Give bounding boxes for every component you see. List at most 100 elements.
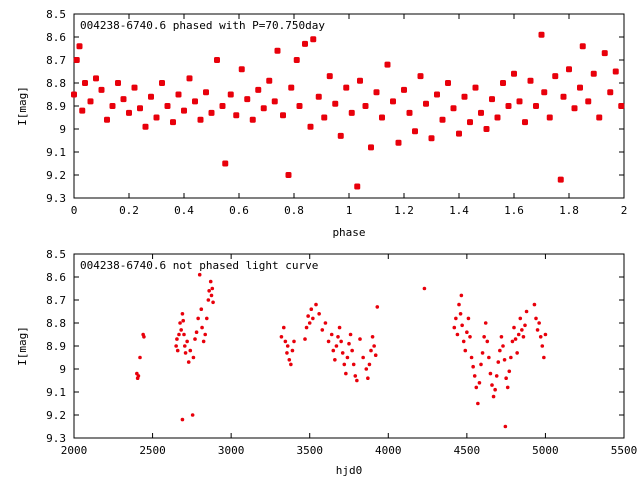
data-point (188, 348, 193, 353)
data-point (469, 355, 474, 360)
data-point (351, 362, 356, 367)
data-point (210, 286, 215, 291)
data-point (483, 321, 488, 325)
data-point (540, 344, 545, 348)
data-point (579, 43, 586, 50)
data-point (546, 114, 553, 121)
data-point (323, 321, 328, 325)
data-point (485, 339, 490, 344)
data-point (344, 371, 348, 376)
data-point (170, 119, 176, 126)
y-tick-label: 9.2 (46, 169, 66, 182)
data-point (455, 332, 460, 337)
data-point (501, 344, 505, 348)
data-point (566, 66, 572, 73)
data-point (607, 89, 614, 96)
data-point (196, 316, 200, 321)
data-point (292, 339, 296, 344)
data-point (515, 351, 519, 355)
data-point (307, 123, 314, 130)
data-point (358, 337, 362, 341)
data-point (182, 332, 186, 337)
data-point (136, 374, 141, 378)
x-tick-label: 1 (346, 204, 353, 217)
data-point (287, 358, 292, 362)
data-point (348, 332, 353, 337)
data-point (159, 80, 165, 86)
x-tick-label: 0.4 (174, 204, 194, 217)
data-point (201, 339, 206, 344)
data-point (180, 417, 185, 422)
data-point (340, 351, 345, 355)
data-point (476, 401, 480, 406)
data-point (186, 360, 191, 364)
data-point (373, 89, 380, 96)
data-point (76, 43, 83, 50)
data-point (98, 86, 105, 93)
unphased-chart-title: 004238-6740.6 not phased light curve (80, 259, 318, 272)
data-point (315, 93, 322, 100)
data-point (488, 371, 493, 376)
x-tick-label: 4500 (454, 444, 481, 457)
data-point (479, 362, 483, 367)
data-point (175, 91, 182, 98)
data-point (329, 332, 334, 337)
data-point (274, 47, 281, 54)
x-tick-label: 5000 (532, 444, 559, 457)
data-point (357, 77, 363, 84)
data-point (309, 307, 314, 312)
data-point (477, 381, 482, 385)
data-point (417, 73, 424, 80)
data-point (79, 107, 86, 114)
data-point (342, 362, 347, 367)
data-point (244, 96, 251, 103)
data-point (131, 84, 138, 91)
data-point (543, 332, 548, 337)
data-point (337, 132, 344, 139)
data-point (459, 293, 464, 298)
data-point (181, 318, 186, 323)
data-point (355, 378, 359, 383)
data-point (279, 335, 284, 339)
y-tick-label: 8.9 (46, 340, 66, 353)
data-point (336, 335, 340, 339)
data-point (345, 355, 350, 360)
data-point (612, 68, 619, 75)
data-point (499, 335, 504, 339)
phased-plot-frame (73, 13, 625, 199)
data-point (373, 353, 378, 358)
data-point (502, 358, 507, 362)
data-point (126, 109, 132, 116)
data-point (192, 98, 198, 105)
phased-axis-ticks: 0 0.2 0.4 0.6 0.8 1 1.2 1.4 1.6 1.8 2 8.5 8.6 8.7 8.8 8… (46, 8, 627, 217)
data-point (115, 80, 121, 86)
data-point (596, 114, 603, 121)
data-point (194, 330, 199, 335)
data-point (193, 337, 197, 341)
data-point (178, 321, 182, 325)
data-point (177, 332, 181, 337)
data-point (266, 77, 273, 84)
y-tick-label: 8.8 (46, 317, 66, 330)
data-point (332, 100, 339, 107)
data-point (73, 57, 80, 63)
data-point (456, 130, 462, 137)
data-point (271, 98, 278, 105)
data-point (87, 98, 94, 105)
data-point (214, 57, 220, 63)
x-tick-label: 0.2 (119, 204, 139, 217)
data-point (367, 362, 372, 367)
data-point (513, 337, 518, 341)
data-point (423, 100, 429, 107)
data-point (182, 344, 187, 348)
data-point (190, 413, 195, 417)
x-tick-label: 0 (71, 204, 78, 217)
data-point (467, 119, 473, 126)
data-point (523, 323, 527, 328)
data-point (494, 374, 499, 378)
y-tick-label: 8.9 (46, 100, 66, 113)
data-point (445, 80, 451, 86)
data-point (472, 84, 479, 91)
data-point (339, 339, 343, 344)
data-point (474, 385, 479, 390)
